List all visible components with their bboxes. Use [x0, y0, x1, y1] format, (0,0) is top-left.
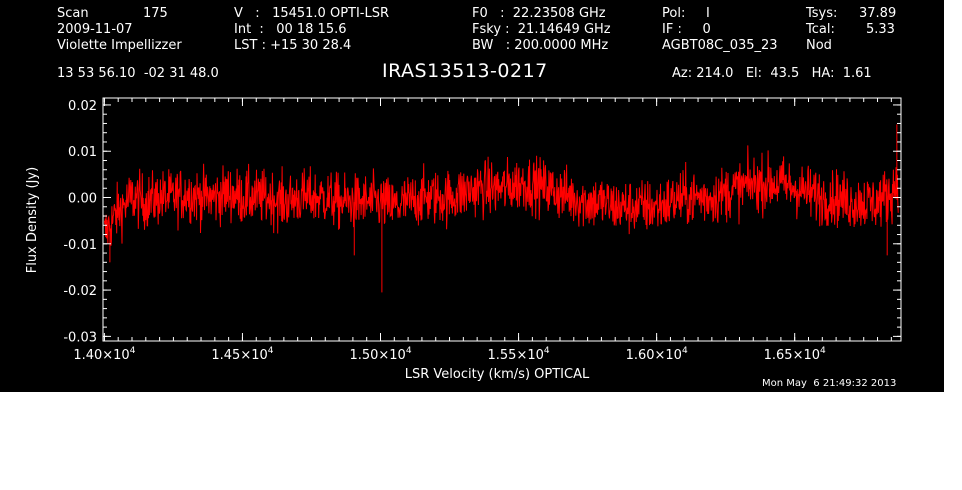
velocity-info: V : 15451.0 OPTI-LSR [234, 6, 390, 21]
y-tick-label: 0.00 [68, 192, 97, 207]
tsys-label: Tsys: [806, 6, 838, 21]
scan-label: Scan [57, 6, 89, 21]
lst-info: LST : +15 30 28.4 [234, 38, 352, 53]
tsys-value: 37.89 [859, 6, 897, 21]
x-tick-label: 1.65×104 [764, 346, 826, 363]
y-tick-label: -0.02 [63, 284, 97, 299]
spectral-features [109, 124, 898, 293]
scan-number: 175 [143, 6, 168, 21]
observing-mode: Nod [806, 38, 832, 53]
ra-dec-coordinates: 13 53 56.10 -02 31 48.0 [57, 66, 219, 81]
x-axis: 1.40×104 1.45×104 1.50×104 1.55×104 1.60×104… [73, 98, 892, 363]
timestamp: Mon May 6 21:49:32 2013 [762, 378, 897, 389]
plot-frame [102, 97, 902, 342]
x-tick-label: 1.60×104 [626, 346, 688, 363]
spectrum-chart: 0.02 0.01 0.00 -0.01 -0.02 -0.03 1.40×104 1.45… [25, 97, 902, 382]
observer-name: Violette Impellizzer [57, 38, 182, 53]
x-tick-label: 1.50×104 [349, 346, 411, 363]
y-axis-label: Flux Density (Jy) [25, 167, 40, 273]
x-tick-label: 1.45×104 [211, 346, 273, 363]
y-axis: 0.02 0.01 0.00 -0.01 -0.02 -0.03 [63, 99, 901, 345]
az-el-ha: Az: 214.0 El: 43.5 HA: 1.61 [672, 66, 872, 81]
spectrum-line [103, 145, 899, 246]
x-tick-label: 1.55×104 [488, 346, 550, 363]
project-id: AGBT08C_035_23 [662, 38, 778, 53]
sky-frequency: Fsky : 21.14649 GHz [472, 22, 611, 37]
y-tick-label: 0.02 [68, 99, 97, 114]
plot-panel: Scan 175 2009-11-07 Violette Impellizzer… [0, 0, 944, 392]
tcal-value: 5.33 [866, 22, 895, 37]
y-tick-label: -0.03 [63, 330, 97, 345]
rest-frequency: F0 : 22.23508 GHz [472, 6, 606, 21]
y-tick-label: -0.01 [63, 238, 97, 253]
x-tick-label: 1.40×104 [73, 346, 135, 363]
y-tick-label: 0.01 [68, 145, 97, 160]
source-title: IRAS13513-0217 [382, 60, 548, 82]
observation-date: 2009-11-07 [57, 22, 133, 37]
bandwidth: BW : 200.0000 MHz [472, 38, 609, 53]
x-axis-label: LSR Velocity (km/s) OPTICAL [405, 367, 590, 382]
polarization: Pol: I [662, 6, 710, 21]
if-number: IF : 0 [662, 22, 711, 37]
tcal-label: Tcal: [806, 22, 835, 37]
integration-time: Int : 00 18 15.6 [234, 22, 347, 37]
